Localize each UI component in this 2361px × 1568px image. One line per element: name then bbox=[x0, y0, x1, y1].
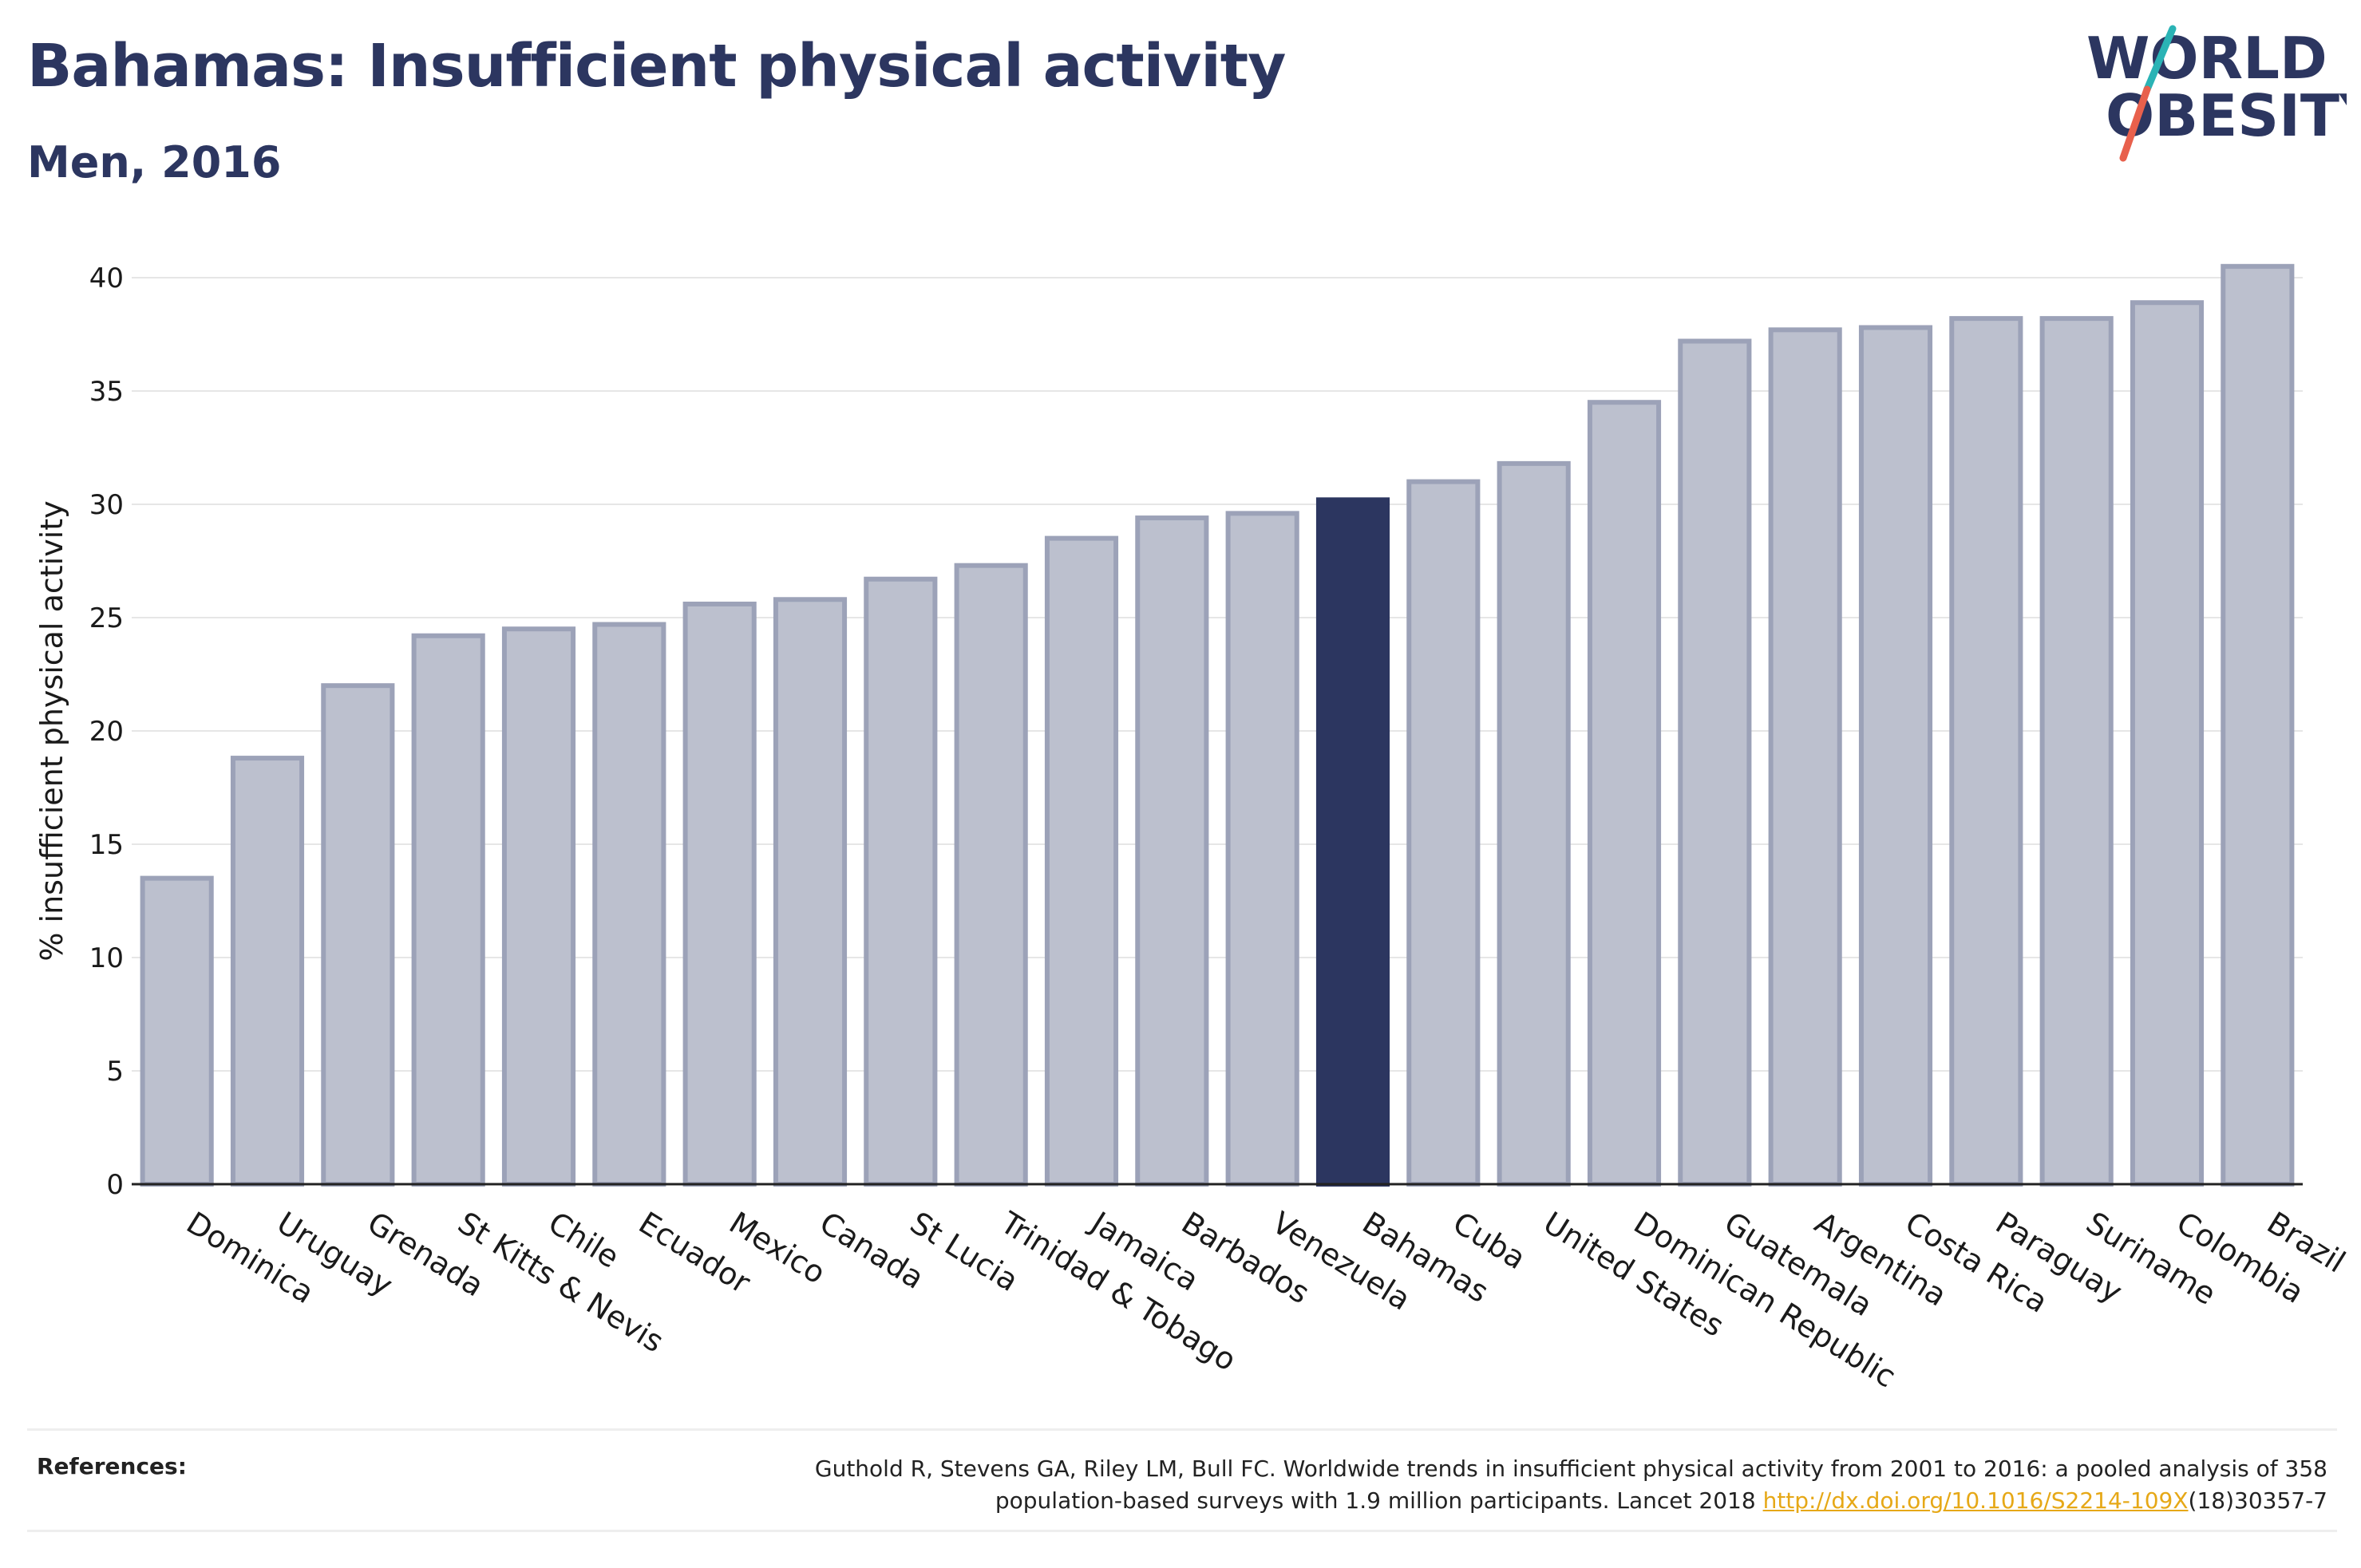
bar-dominican-republic bbox=[1587, 400, 1662, 1187]
world-obesity-logo: WORLD OBESITY bbox=[2086, 25, 2347, 162]
bar-costa-rica bbox=[1858, 325, 1933, 1187]
reference-doi-link[interactable]: http://dx.doi.org/10.1016/S2214-109X bbox=[1762, 1487, 2189, 1514]
y-axis-ticks: 0 5 10 15 20 25 30 35 40 bbox=[89, 263, 124, 1201]
y-tick-label: 25 bbox=[89, 602, 124, 634]
y-tick-label: 30 bbox=[89, 489, 124, 521]
bar-chart: 0 5 10 15 20 25 30 35 40 DominicaUruguayGrenadaS… bbox=[34, 263, 2351, 1394]
bar-guatemala bbox=[1678, 338, 1752, 1187]
y-tick-label: 15 bbox=[89, 829, 124, 861]
logo-line-world: WORLD bbox=[2086, 25, 2327, 92]
y-axis-label: % insufficient physical activity bbox=[34, 500, 69, 961]
bar-venezuela bbox=[1225, 511, 1299, 1187]
references-text: Guthold R, Stevens GA, Riley LM, Bull FC… bbox=[492, 1453, 2327, 1517]
bar-st-lucia bbox=[864, 576, 938, 1187]
x-tick-label: Canada bbox=[813, 1205, 930, 1296]
bar-grenada bbox=[321, 683, 395, 1187]
bar-jamaica bbox=[1044, 535, 1119, 1187]
bar-bahamas bbox=[1315, 497, 1390, 1187]
reference-line-2: population-based surveys with 1.9 millio… bbox=[995, 1487, 1763, 1514]
reference-doi-suffix: (18)30357-7 bbox=[2188, 1487, 2327, 1514]
bar-ecuador bbox=[592, 622, 666, 1187]
reference-line-1: Guthold R, Stevens GA, Riley LM, Bull FC… bbox=[814, 1455, 2327, 1482]
y-tick-label: 10 bbox=[89, 942, 124, 974]
y-tick-label: 20 bbox=[89, 716, 124, 748]
bar-canada bbox=[773, 597, 848, 1187]
bar-uruguay bbox=[230, 756, 305, 1187]
bars bbox=[140, 263, 2295, 1187]
bar-united-states bbox=[1497, 460, 1571, 1187]
bar-trinidad-tobago bbox=[954, 563, 1028, 1187]
bar-mexico bbox=[682, 601, 757, 1187]
chart-title: Bahamas: Insufficient physical activity bbox=[27, 32, 1286, 101]
y-tick-label: 35 bbox=[89, 376, 124, 408]
bar-argentina bbox=[1768, 327, 1842, 1187]
bar-cuba bbox=[1406, 479, 1481, 1187]
y-tick-label: 40 bbox=[89, 263, 124, 294]
chart-subtitle: Men, 2016 bbox=[27, 137, 282, 188]
bar-colombia bbox=[2130, 300, 2205, 1187]
references-label: References: bbox=[37, 1453, 187, 1479]
bar-chile bbox=[501, 626, 576, 1187]
bar-suriname bbox=[2039, 316, 2114, 1187]
bar-st-kitts-nevis bbox=[411, 633, 485, 1187]
bar-paraguay bbox=[1949, 316, 2023, 1187]
bar-brazil bbox=[2221, 263, 2295, 1187]
y-tick-label: 5 bbox=[106, 1056, 124, 1088]
logo-slash-top bbox=[2143, 25, 2177, 93]
logo-slash-bottom bbox=[2119, 85, 2151, 162]
references-panel: References: Guthold R, Stevens GA, Riley… bbox=[27, 1428, 2337, 1532]
y-tick-label: 0 bbox=[106, 1169, 124, 1201]
bar-dominica bbox=[140, 875, 214, 1187]
bar-barbados bbox=[1135, 515, 1209, 1187]
